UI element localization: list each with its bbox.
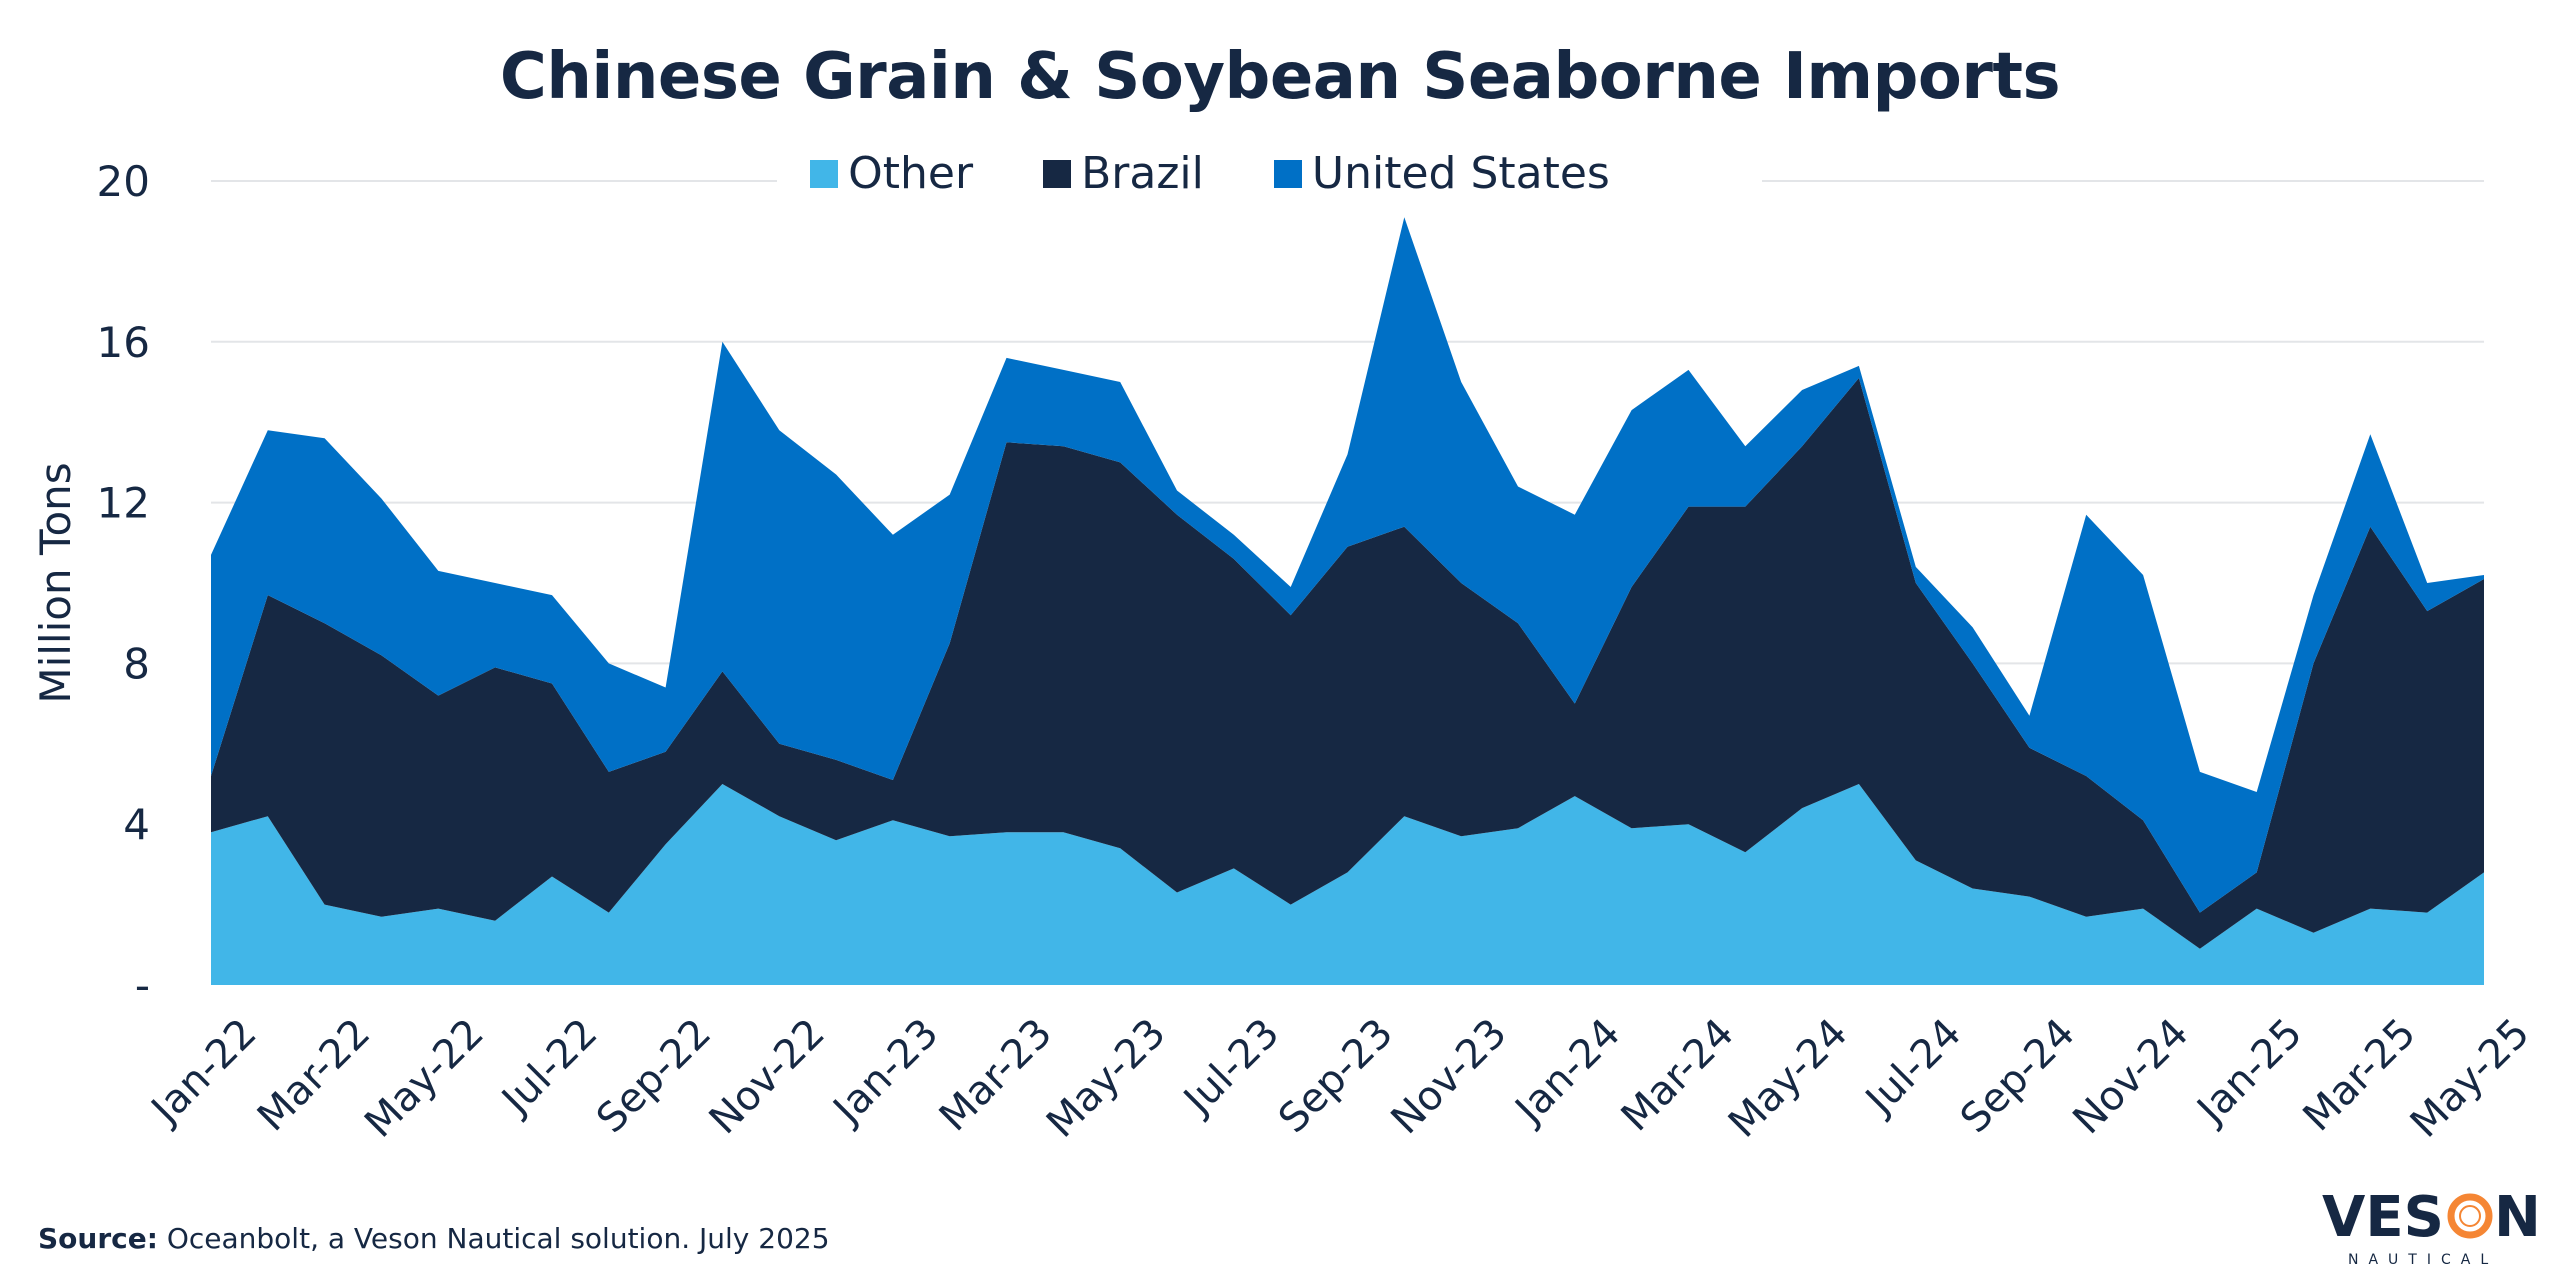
source-label: Source: (38, 1222, 158, 1255)
x-tick-label: Jan-25 (2187, 1010, 2311, 1134)
x-tick-label: Jan-24 (1505, 1010, 1629, 1134)
y-axis-label: Million Tons (31, 462, 80, 703)
legend-label-brazil: Brazil (1081, 148, 1204, 199)
chart-title: Chinese Grain & Soybean Seaborne Imports (499, 40, 2061, 114)
svg-text:NAUTICAL: NAUTICAL (2348, 1252, 2498, 1268)
x-tick-label: Sep-22 (588, 1010, 720, 1142)
x-tick-label: Sep-23 (1270, 1010, 1402, 1142)
x-tick-label: Nov-23 (1383, 1010, 1516, 1143)
legend-swatch-other (810, 159, 839, 188)
area-brazil (211, 378, 2484, 949)
y-tick-label: 20 (97, 157, 150, 206)
svg-text:N: N (2494, 1185, 2538, 1250)
x-tick-label: Nov-24 (2064, 1010, 2197, 1143)
y-tick-label: 12 (97, 479, 150, 528)
legend-label-united-states: United States (1311, 148, 1610, 199)
y-tick-label: 8 (123, 639, 150, 688)
legend-item-other: Other (810, 148, 973, 199)
x-tick-label: Jan-23 (823, 1010, 947, 1134)
legend-item-brazil: Brazil (1043, 148, 1204, 199)
svg-text:VES: VES (2322, 1185, 2444, 1250)
y-tick-label: 4 (123, 800, 150, 849)
x-tick-label: Mar-22 (249, 1010, 379, 1140)
veson-nautical-logo: VES N NAUTICAL (2322, 1185, 2538, 1268)
x-tick-label: Mar-23 (931, 1010, 1061, 1140)
legend-label-other: Other (848, 148, 974, 199)
source-text: Oceanbolt, a Veson Nautical solution. Ju… (157, 1222, 830, 1255)
legend-item-united-states: United States (1273, 148, 1610, 199)
legend-swatch-united-states (1273, 159, 1302, 188)
y-tick-label: 16 (97, 318, 150, 367)
y-tick-label: - (135, 961, 150, 1010)
x-tick-label: May-25 (2402, 1010, 2539, 1147)
x-tick-label: May-24 (1720, 1010, 1857, 1147)
area-united-states (211, 217, 2484, 913)
x-tick-label: Jan-22 (141, 1010, 265, 1134)
x-tick-label: Sep-24 (1952, 1010, 2084, 1142)
legend-swatch-brazil (1043, 159, 1072, 188)
x-tick-label: Mar-25 (2295, 1010, 2425, 1140)
x-tick-label: Nov-22 (701, 1010, 834, 1143)
legend: Other Brazil United States (0, 148, 2490, 199)
x-tick-label: May-23 (1038, 1010, 1175, 1147)
x-tick-label: Mar-24 (1613, 1010, 1743, 1140)
x-tick-label: May-22 (356, 1010, 493, 1147)
area-other (211, 784, 2484, 985)
source-note: Source: Oceanbolt, a Veson Nautical solu… (38, 1222, 830, 1255)
